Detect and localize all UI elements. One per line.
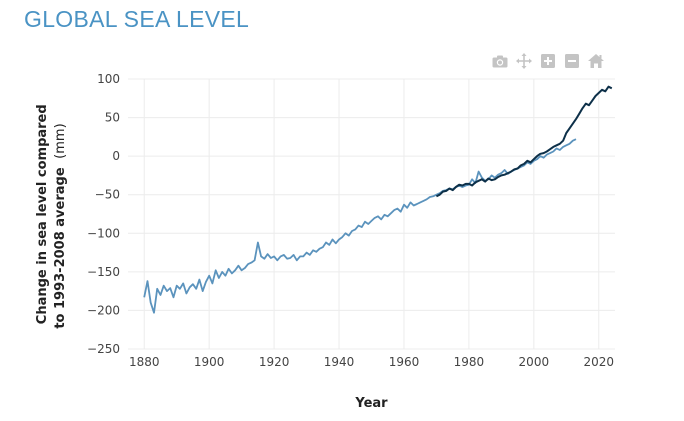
page-title: GLOBAL SEA LEVEL	[24, 6, 250, 32]
y-tick-label: −100	[87, 226, 120, 240]
chart-grid	[128, 78, 615, 350]
y-axis-title-line1: Change in sea level compared	[35, 104, 50, 324]
x-tick-label: 1940	[324, 355, 355, 369]
y-tick-label: −200	[87, 303, 120, 317]
x-tick-label: 1900	[194, 355, 225, 369]
y-tick-label: 100	[97, 72, 120, 86]
x-tick-label: 1960	[389, 355, 420, 369]
x-tick-label: 1920	[259, 355, 290, 369]
series-line-1	[143, 138, 577, 314]
y-axis-title-line2: to 1993-2008 average	[53, 167, 68, 329]
y-tick-label: −250	[87, 342, 120, 356]
camera-icon	[492, 55, 508, 67]
move-arrows-icon	[516, 53, 532, 69]
y-axis-ticks: 100 50 0 −50 −100 −150 −200 −250	[87, 72, 120, 356]
home-icon	[588, 54, 604, 68]
x-tick-label: 2000	[519, 355, 550, 369]
x-axis-ticks: 1880 1900 1920 1940 1960 1980 2000 2020	[129, 355, 614, 369]
x-tick-label: 2020	[583, 355, 614, 369]
download-plot-button[interactable]	[488, 52, 512, 70]
minus-square-icon	[565, 54, 579, 68]
y-axis-title-unit: (mm)	[53, 123, 68, 158]
x-axis-title: Year	[354, 396, 388, 411]
x-tick-label: 1880	[129, 355, 160, 369]
x-tick-label: 1980	[454, 355, 485, 369]
reset-axes-button[interactable]	[584, 52, 608, 70]
zoom-out-button[interactable]	[560, 52, 584, 70]
y-axis-title: Change in sea level compared to 1993-200…	[35, 100, 68, 329]
pan-button[interactable]	[512, 52, 536, 70]
y-tick-label: 50	[105, 111, 120, 125]
chart-series	[143, 85, 613, 314]
plus-square-icon	[541, 54, 555, 68]
zoom-in-button[interactable]	[536, 52, 560, 70]
y-tick-label: −150	[87, 265, 120, 279]
series-line-2	[435, 85, 613, 198]
y-tick-label: −50	[95, 188, 120, 202]
y-tick-label: 0	[112, 149, 120, 163]
chart-toolbar	[488, 52, 608, 70]
